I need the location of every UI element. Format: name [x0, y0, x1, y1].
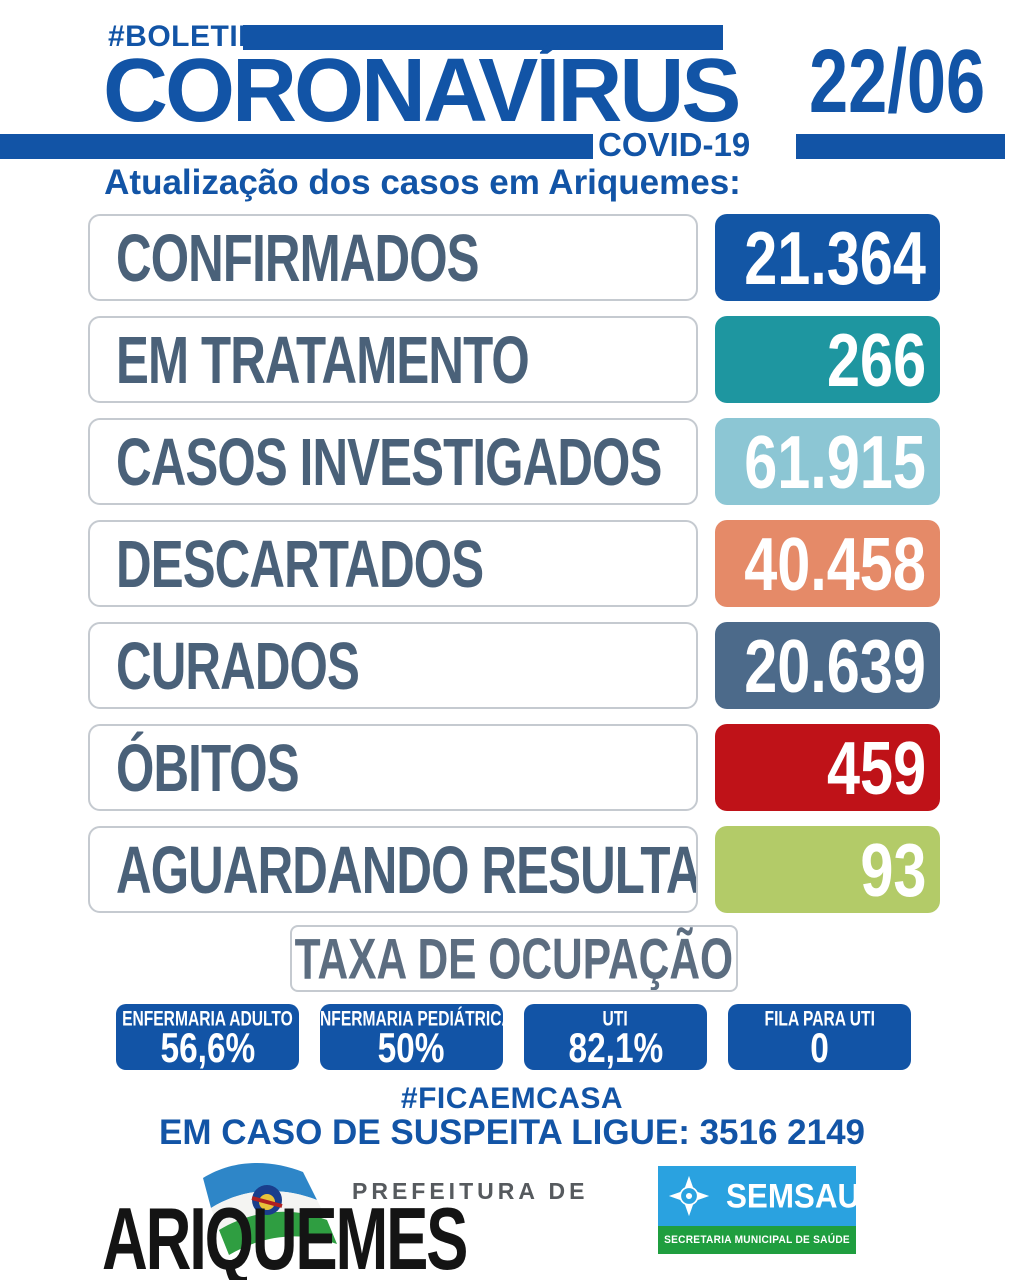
semsau-emblem-icon: [668, 1175, 710, 1217]
stat-row-aguardando-resultado: AGUARDANDO RESULTADO 93: [88, 826, 940, 913]
stats-list: CONFIRMADOS 21.364 EM TRATAMENTO 266 CAS…: [88, 214, 940, 928]
covid19-label: COVID-19: [598, 126, 751, 163]
stat-row-casos-investigados: CASOS INVESTIGADOS 61.915: [88, 418, 940, 505]
prefeitura-ariquemes-logo: PREFEITURA DE ARIQUEMES: [100, 1158, 584, 1280]
update-line: Atualização dos casos em Ariquemes:: [104, 163, 741, 202]
stat-value: 61.915: [715, 418, 940, 505]
stat-value: 266: [715, 316, 940, 403]
stat-row-curados: CURADOS 20.639: [88, 622, 940, 709]
occupancy-fila-para-uti: FILA PARA UTI 0: [728, 1004, 911, 1070]
stat-value: 93: [715, 826, 940, 913]
occupancy-title-box: TAXA DE OCUPAÇÃO: [290, 925, 738, 992]
stat-value: 459: [715, 724, 940, 811]
stat-value: 21.364: [715, 214, 940, 301]
bulletin-date: 22/06: [809, 31, 986, 132]
stat-label: DESCARTADOS: [88, 520, 698, 607]
prefeitura-de-label: PREFEITURA DE: [352, 1178, 589, 1204]
stat-row-confirmados: CONFIRMADOS 21.364: [88, 214, 940, 301]
ariquemes-label: ARIQUEMES: [102, 1189, 468, 1280]
header-bar-top: [243, 25, 723, 50]
stat-row-em-tratamento: EM TRATAMENTO 266: [88, 316, 940, 403]
occupancy-uti: UTI 82,1%: [524, 1004, 707, 1070]
stat-label: CURADOS: [88, 622, 698, 709]
header-bar-left: [0, 134, 593, 159]
stat-label: CASOS INVESTIGADOS: [88, 418, 698, 505]
occupancy-title: TAXA DE OCUPAÇÃO: [294, 926, 734, 991]
semsau-logo: SEMSAU SECRETARIA MUNICIPAL DE SAÚDE: [658, 1166, 856, 1254]
stat-label: CONFIRMADOS: [88, 214, 698, 301]
semsau-name: SEMSAU: [726, 1176, 856, 1215]
page-title: CORONAVÍRUS: [103, 41, 741, 141]
occupancy-boxes: ENFERMARIA ADULTO 56,6% ENFERMARIA PEDIÁ…: [116, 1004, 911, 1070]
semsau-logo-top: SEMSAU: [658, 1166, 856, 1226]
stat-label: AGUARDANDO RESULTADO: [88, 826, 698, 913]
stat-value: 40.458: [715, 520, 940, 607]
boletim-hashtag: #BOLETIM: [108, 20, 264, 53]
stay-home-hashtag: #FICAEMCASA: [400, 1082, 624, 1115]
stat-label: EM TRATAMENTO: [88, 316, 698, 403]
ariquemes-flag-icon: [203, 1162, 337, 1255]
stat-value: 20.639: [715, 622, 940, 709]
stat-row-descartados: DESCARTADOS 40.458: [88, 520, 940, 607]
occupancy-enfermaria-adulto: ENFERMARIA ADULTO 56,6%: [116, 1004, 299, 1070]
stat-row-obitos: ÓBITOS 459: [88, 724, 940, 811]
semsau-subtitle: SECRETARIA MUNICIPAL DE SAÚDE: [664, 1234, 850, 1246]
occupancy-enfermaria-pediatrica: ENFERMARIA PEDIÁTRICA 50%: [320, 1004, 503, 1070]
header-bar-right: [796, 134, 1005, 159]
semsau-logo-bottom: SECRETARIA MUNICIPAL DE SAÚDE: [658, 1226, 856, 1254]
stat-label: ÓBITOS: [88, 724, 698, 811]
contact-line: EM CASO DE SUSPEITA LIGUE: 3516 2149: [158, 1113, 866, 1152]
